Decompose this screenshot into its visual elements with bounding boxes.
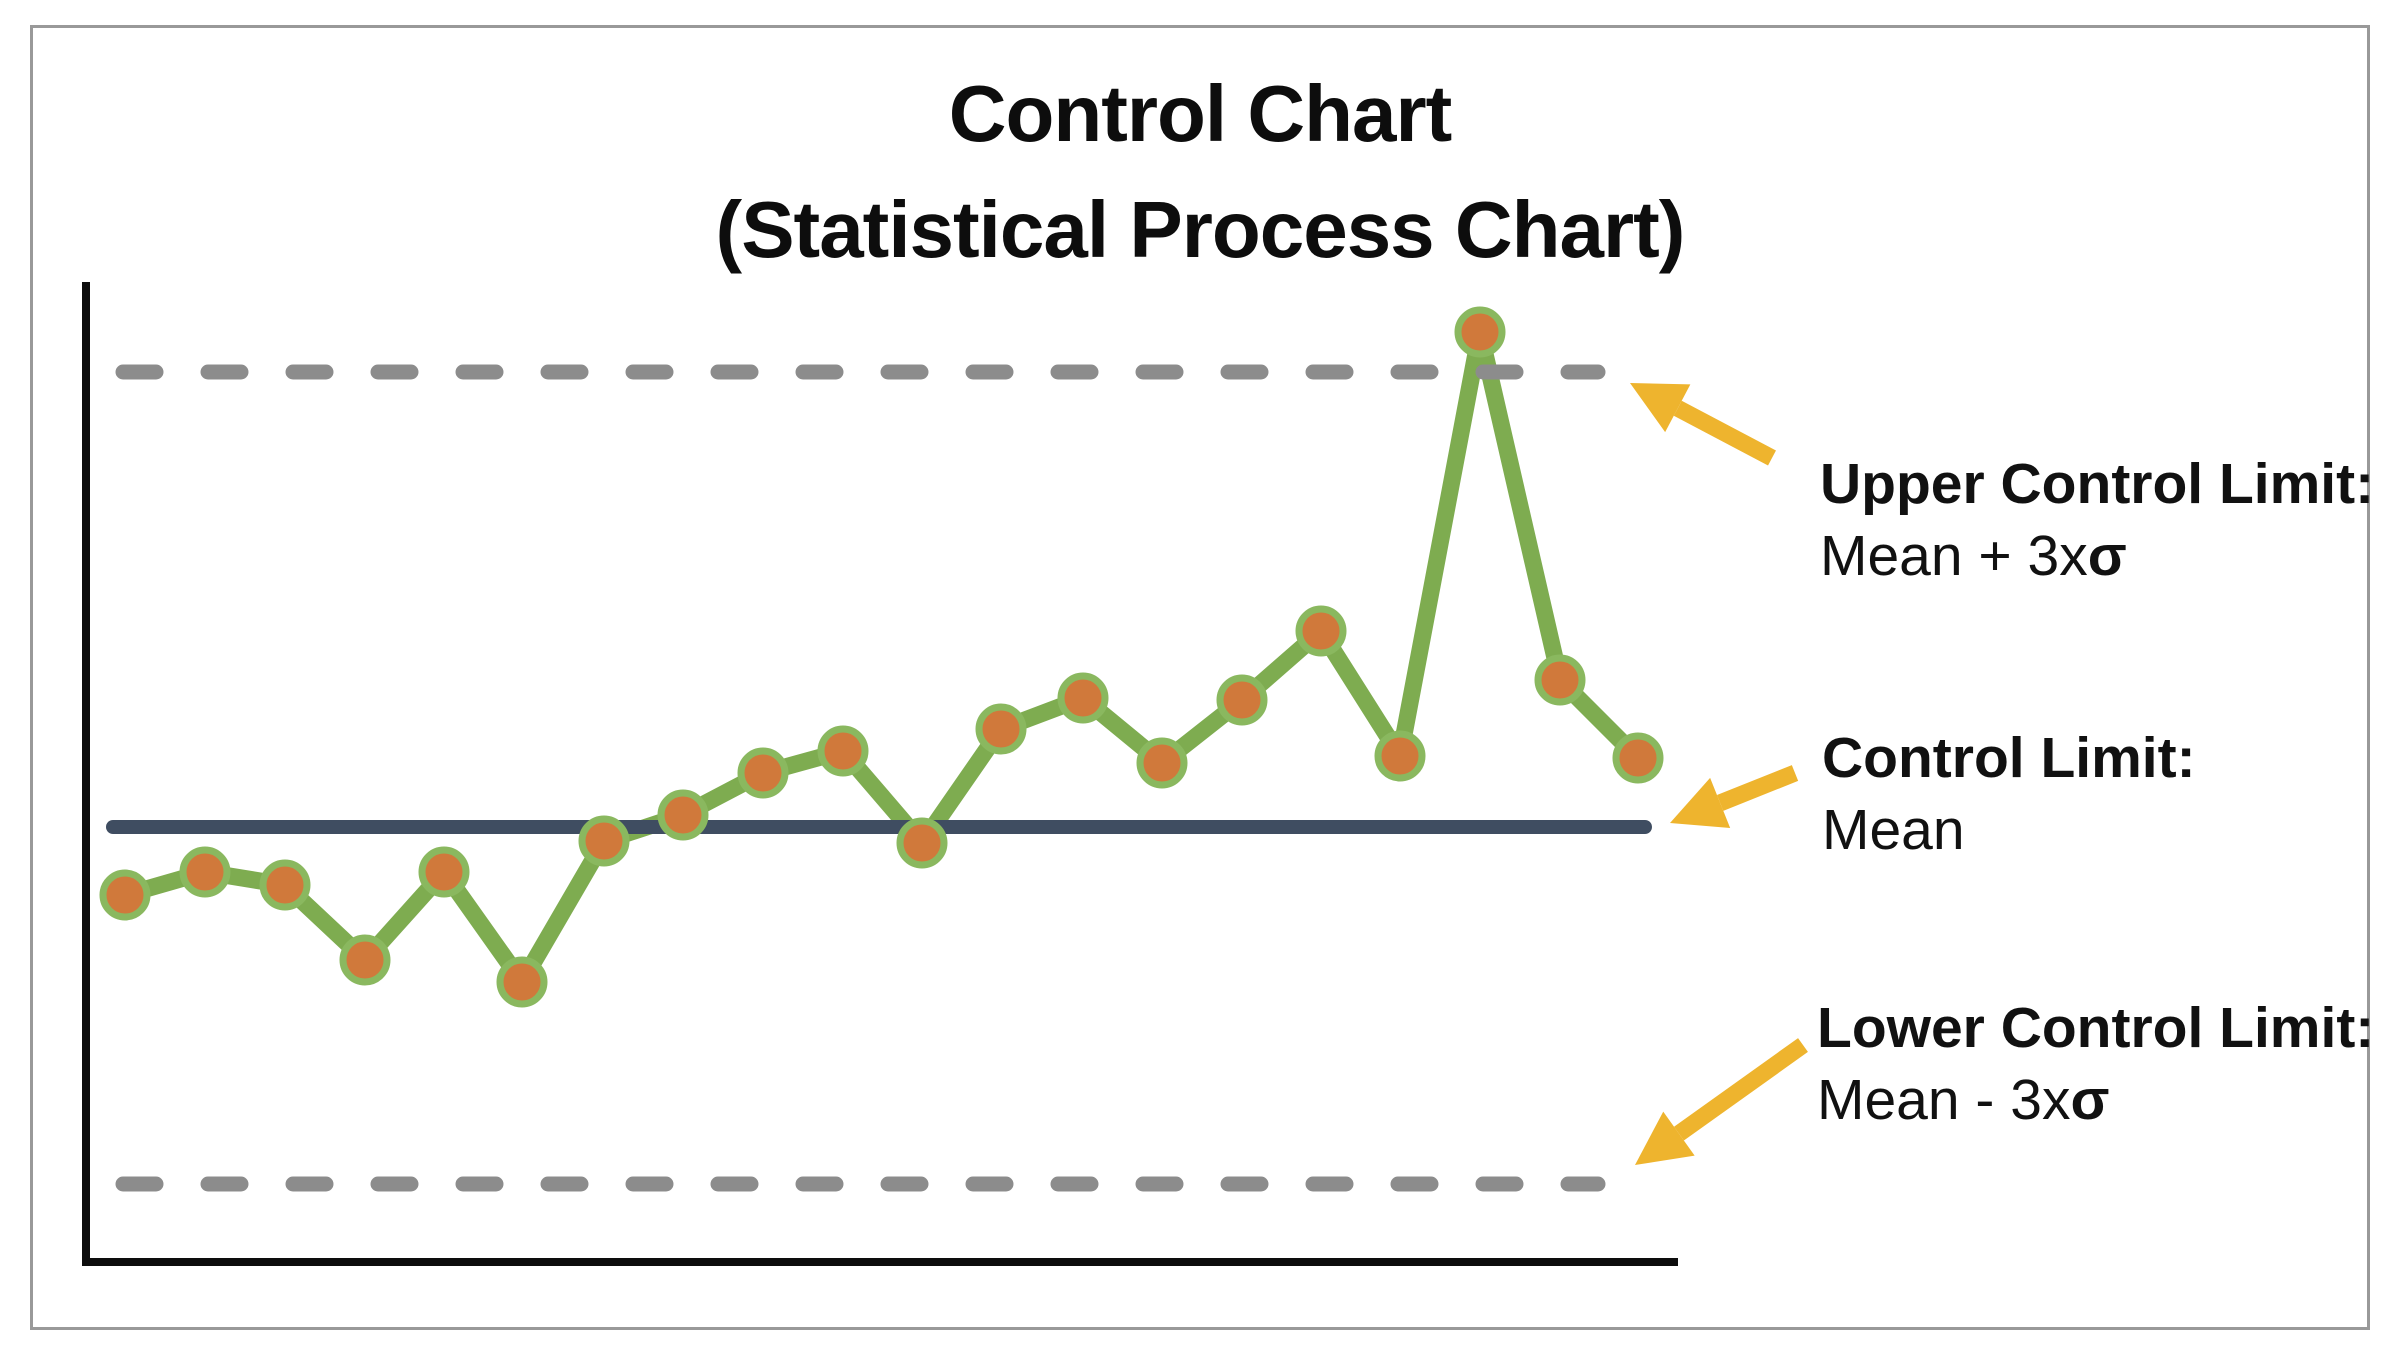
data-point — [578, 815, 630, 867]
control-limit-title: Control Limit: — [1822, 726, 2196, 790]
lower-control-limit-title: Lower Control Limit: — [1817, 996, 2375, 1060]
chart-title: Control Chart (Statistical Process Chart… — [0, 56, 2400, 288]
data-point — [1216, 674, 1268, 726]
data-point — [99, 869, 151, 921]
data-point — [1136, 737, 1188, 789]
mean-arrow-shaft — [1716, 765, 1799, 811]
data-point — [1374, 730, 1426, 782]
lcl-arrow-shaft — [1674, 1038, 1808, 1141]
data-point — [737, 747, 789, 799]
data-point — [1454, 306, 1506, 358]
upper-control-limit-label: Upper Control Limit: Mean + 3xσ — [1820, 448, 2374, 593]
data-point — [975, 703, 1027, 755]
data-point — [179, 846, 231, 898]
control-limit-formula: Mean — [1822, 798, 1965, 863]
data-point — [259, 859, 311, 911]
ucl-arrow-head — [1630, 383, 1691, 433]
lower-control-limit-formula: Mean - 3xσ — [1817, 1068, 2110, 1133]
data-point — [896, 817, 948, 869]
data-point — [496, 956, 548, 1008]
data-point — [418, 846, 470, 898]
control-limit-label: Control Limit: Mean — [1822, 722, 2196, 867]
upper-control-limit-formula: Mean + 3xσ — [1820, 524, 2127, 589]
lcl-arrow-head — [1635, 1111, 1695, 1165]
chart-title-line2: (Statistical Process Chart) — [715, 185, 1686, 274]
mean-arrow-head — [1670, 777, 1731, 829]
data-point — [1057, 672, 1109, 724]
data-line — [116, 323, 1647, 991]
upper-control-limit-title: Upper Control Limit: — [1820, 452, 2375, 516]
data-point — [1295, 605, 1347, 657]
data-point — [817, 725, 869, 777]
data-point — [1534, 654, 1586, 706]
data-point — [1612, 732, 1664, 784]
data-point — [339, 934, 391, 986]
ucl-arrow-shaft — [1673, 400, 1776, 466]
lower-control-limit-label: Lower Control Limit: Mean - 3xσ — [1817, 992, 2374, 1137]
data-point — [657, 789, 709, 841]
chart-title-line1: Control Chart — [948, 69, 1453, 158]
